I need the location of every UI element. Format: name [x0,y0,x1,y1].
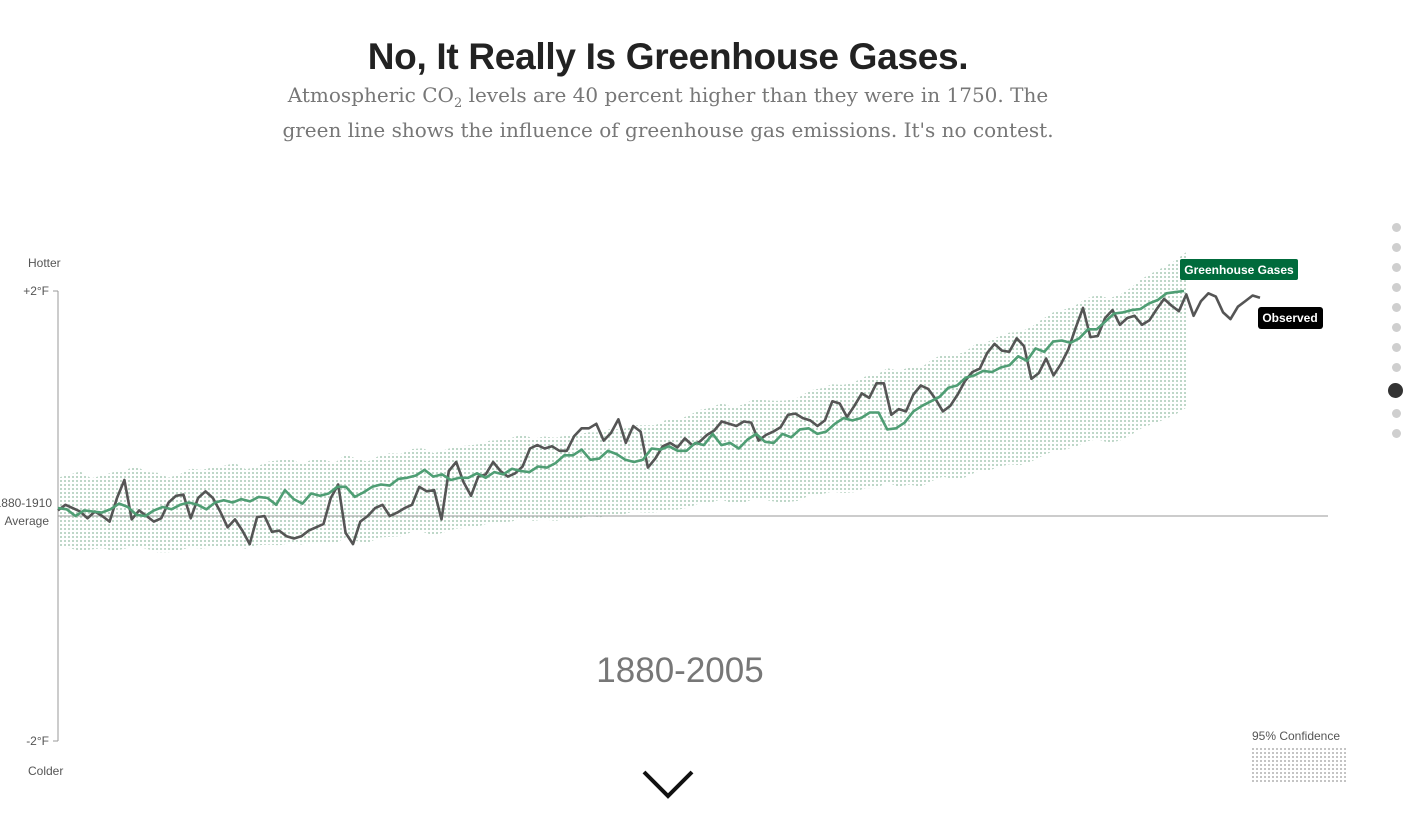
colder-label: Colder [28,764,63,778]
baseline-label-years: 1880-1910 [0,496,52,510]
observed-label-bg [1258,307,1323,329]
hotter-label: Hotter [28,256,61,270]
nav-dot-4[interactable] [1391,283,1401,292]
scroll-down-chevron-icon[interactable] [640,762,696,802]
confidence-legend-label: 95% Confidence [1252,729,1340,743]
nav-dot-6[interactable] [1391,323,1401,332]
subtitle-subscript: 2 [453,96,463,111]
greenhouse-gases-label-bg [1180,259,1298,280]
nav-dot-1[interactable] [1391,223,1401,232]
subtitle-part-1: Atmospheric CO [287,83,454,107]
page-title: No, It Really Is Greenhouse Gases. [367,36,969,77]
observed-line [57,292,1261,546]
greenhouse-gases-series-label: Greenhouse Gases [1180,259,1298,280]
bottom-tick-label: -2°F [26,734,49,748]
nav-dot-9[interactable] [1388,383,1403,398]
page-subtitle: Atmospheric CO2 levels are 40 percent hi… [268,82,1068,144]
nav-dot-2[interactable] [1391,243,1401,252]
observed-label-text: Observed [1262,311,1317,325]
observed-series-label: Observed [1258,307,1323,329]
top-tick-label: +2°F [23,284,49,298]
nav-dot-7[interactable] [1391,343,1401,352]
baseline-label-average: Average [5,514,50,528]
nav-dot-3[interactable] [1391,263,1401,272]
greenhouse-gases-line [57,289,1185,518]
nav-dot-11[interactable] [1391,429,1401,438]
subtitle-part-2: levels are 40 percent higher than they w… [282,83,1054,142]
year-range-label: 1880-2005 [596,651,763,690]
section-nav [1388,223,1403,449]
nav-dot-5[interactable] [1391,303,1401,312]
greenhouse-gases-label-text: Greenhouse Gases [1184,263,1294,277]
confidence-band [58,252,1186,553]
nav-dot-8[interactable] [1391,363,1401,372]
confidence-legend-swatch [1250,746,1346,782]
nav-dot-10[interactable] [1391,409,1401,418]
